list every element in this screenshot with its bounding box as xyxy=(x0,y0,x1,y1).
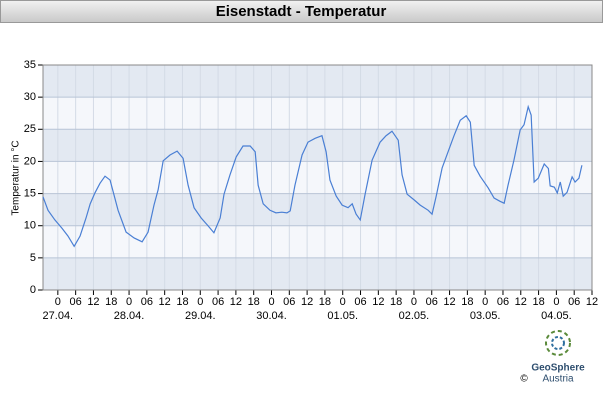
x-tick-label: 06 xyxy=(141,296,153,308)
y-tick-label: 20 xyxy=(24,155,36,167)
x-tick-label: 0 xyxy=(126,296,132,308)
date-label: 04.05. xyxy=(541,310,572,322)
y-tick-label: 35 xyxy=(24,59,36,71)
x-tick-label: 0 xyxy=(411,296,417,308)
logo-mark xyxy=(551,336,565,350)
x-tick-label: 18 xyxy=(105,296,117,308)
x-tick-label: 06 xyxy=(70,296,82,308)
x-tick-label: 0 xyxy=(340,296,346,308)
x-tick-label: 12 xyxy=(515,296,527,308)
x-tick-label: 18 xyxy=(176,296,188,308)
x-tick-label: 12 xyxy=(230,296,242,308)
date-label: 02.05. xyxy=(399,310,430,322)
date-label: 01.05. xyxy=(327,310,358,322)
logo-name: GeoSphere xyxy=(531,363,585,374)
x-tick-label: 18 xyxy=(390,296,402,308)
x-tick-label: 12 xyxy=(372,296,384,308)
grid-band xyxy=(43,65,592,98)
x-tick-label: 06 xyxy=(354,296,366,308)
x-tick-label: 06 xyxy=(568,296,580,308)
x-tick-label: 06 xyxy=(212,296,224,308)
x-tick-label: 06 xyxy=(497,296,509,308)
date-label: 27.04. xyxy=(43,310,74,322)
y-axis-label: Temperatur in °C xyxy=(11,140,22,215)
plot-background xyxy=(43,65,592,290)
temperature-line xyxy=(42,104,583,248)
x-tick-label: 0 xyxy=(268,296,274,308)
y-tick-label: 25 xyxy=(24,123,36,135)
x-tick-label: 12 xyxy=(586,296,598,308)
grid-band xyxy=(43,257,592,290)
x-tick-label: 06 xyxy=(283,296,295,308)
y-tick-label: 5 xyxy=(30,252,36,264)
x-tick-label: 0 xyxy=(482,296,488,308)
date-label: 29.04. xyxy=(185,310,216,322)
date-label: 30.04. xyxy=(256,310,287,322)
x-tick-label: 18 xyxy=(461,296,473,308)
chart-title: Eisenstadt - Temperatur xyxy=(216,3,387,20)
date-label: 03.05. xyxy=(470,310,501,322)
date-label: 28.04. xyxy=(114,310,145,322)
grid-band xyxy=(43,129,592,162)
x-tick-label: 0 xyxy=(197,296,203,308)
y-tick-label: 0 xyxy=(30,284,36,296)
x-tick-label: 12 xyxy=(443,296,455,308)
y-tick-label: 30 xyxy=(24,91,36,103)
x-tick-label: 18 xyxy=(532,296,544,308)
x-tick-label: 0 xyxy=(55,296,61,308)
x-tick-label: 12 xyxy=(301,296,313,308)
y-tick-label: 15 xyxy=(24,187,36,199)
y-tick-label: 10 xyxy=(24,220,36,232)
x-tick-label: 06 xyxy=(426,296,438,308)
logo: GeoSphere Austria © xyxy=(520,330,585,385)
x-tick-label: 18 xyxy=(319,296,331,308)
x-tick-label: 0 xyxy=(553,296,559,308)
x-tick-label: 18 xyxy=(248,296,260,308)
plot-border xyxy=(42,64,593,291)
grid-band xyxy=(43,193,592,226)
x-tick-label: 12 xyxy=(159,296,171,308)
logo-mark xyxy=(545,330,571,356)
copyright: © xyxy=(520,374,528,385)
x-tick-label: 12 xyxy=(87,296,99,308)
logo-sub: Austria xyxy=(542,374,574,385)
